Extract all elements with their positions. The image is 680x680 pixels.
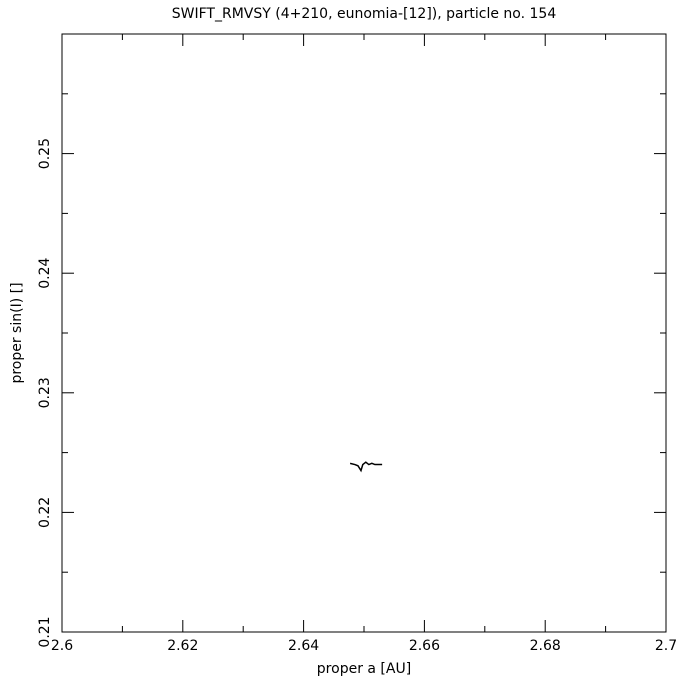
x-tick-label: 2.6 [51,638,73,654]
x-tick-label: 2.7 [655,638,677,654]
y-tick-label: 0.22 [37,497,53,528]
x-axis-label: proper a [AU] [317,661,411,677]
x-tick-label: 2.64 [288,638,319,654]
x-tick-label: 2.66 [409,638,440,654]
y-tick-label: 0.25 [37,138,53,169]
y-tick-label: 0.23 [37,377,53,408]
chart-title: SWIFT_RMVSY (4+210, eunomia-[12]), parti… [172,6,557,22]
y-tick-label: 0.21 [37,616,53,647]
data-line [349,461,383,473]
y-axis-label: proper sin(I) [] [9,282,25,383]
x-tick-label: 2.62 [167,638,198,654]
y-tick-label: 0.24 [37,258,53,289]
x-tick-label: 2.68 [530,638,561,654]
plot-frame [61,33,667,633]
